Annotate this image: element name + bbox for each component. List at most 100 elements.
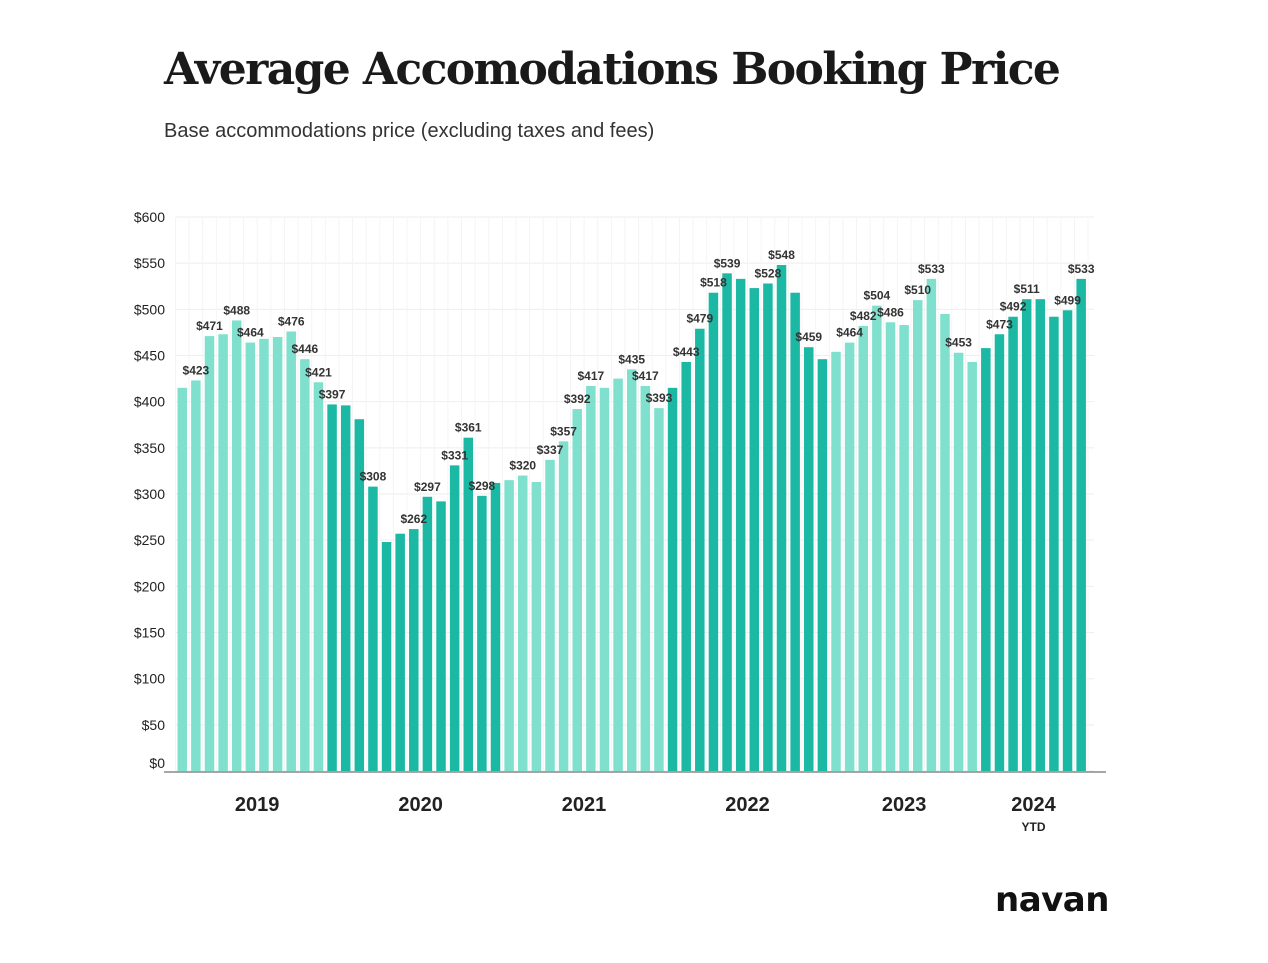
bar (1076, 278, 1086, 771)
bar (872, 305, 882, 771)
x-group-sublabel: YTD (1022, 820, 1046, 834)
bar (327, 404, 337, 771)
bar (504, 480, 514, 771)
bar (844, 342, 855, 771)
bar (245, 342, 256, 771)
bar (272, 337, 283, 771)
chart-title: Average Accomodations Booking Price (164, 44, 1061, 95)
bar (381, 542, 392, 771)
bar (436, 501, 446, 771)
y-axis: $0 $50 $100 $150 $200 $250 $300 $350 $400 $450 $50… (134, 209, 165, 771)
bar (231, 320, 242, 771)
y-tick-label: $450 (134, 348, 165, 364)
value-label: $471 (196, 319, 223, 333)
value-label: $337 (537, 443, 564, 457)
value-label: $464 (836, 326, 863, 340)
x-axis: 2019 2020 2021 2022 2023 2024 YTD (164, 771, 1106, 834)
bar (763, 283, 773, 771)
bar (831, 351, 841, 771)
value-label: $393 (646, 391, 673, 405)
bar (518, 475, 528, 771)
bar (409, 529, 419, 771)
bar (953, 352, 964, 771)
value-labels: $423 $471$488 $464 $476 $446 $421 $397 $308 $262… (183, 248, 1095, 526)
value-label: $539 (714, 256, 741, 270)
x-group-label: 2019 (235, 794, 280, 816)
value-label: $397 (319, 387, 346, 401)
bars (177, 265, 1086, 771)
value-label: $504 (864, 289, 891, 303)
bar (776, 265, 787, 771)
value-label: $510 (904, 283, 931, 297)
bar (1049, 316, 1059, 771)
bar (477, 495, 487, 771)
value-label: $533 (918, 262, 945, 276)
value-label: $417 (632, 369, 659, 383)
y-tick-label: $400 (134, 394, 165, 410)
bar (735, 278, 746, 771)
bar (572, 409, 582, 771)
bar (790, 292, 800, 771)
bar (449, 465, 460, 771)
bar (1062, 310, 1073, 771)
bar (912, 300, 923, 771)
bar (354, 419, 365, 771)
value-label: $482 (850, 309, 877, 323)
bar (558, 441, 569, 771)
bar (749, 288, 760, 771)
y-tick-label: $250 (134, 532, 165, 548)
value-label: $488 (223, 303, 250, 317)
y-tick-label: $300 (134, 486, 165, 502)
bar (667, 387, 678, 771)
value-label: $435 (618, 352, 645, 366)
bar (218, 334, 228, 771)
x-group-label: 2023 (882, 794, 927, 816)
bar (395, 533, 405, 771)
navan-logo: navan (995, 880, 1109, 920)
value-label: $392 (564, 392, 591, 406)
bar (368, 486, 378, 771)
value-label: $423 (183, 363, 210, 377)
value-label: $459 (795, 330, 822, 344)
bar (286, 331, 296, 771)
y-tick-label: $550 (134, 255, 165, 271)
y-tick-label: $200 (134, 578, 165, 594)
bar (981, 348, 991, 771)
bar (899, 325, 909, 771)
bar (586, 385, 596, 771)
value-label: $473 (986, 317, 1013, 331)
bar (177, 387, 187, 771)
value-label: $262 (400, 512, 427, 526)
value-label: $357 (550, 424, 577, 438)
y-tick-label: $600 (134, 209, 165, 225)
value-label: $499 (1054, 293, 1081, 307)
value-label: $421 (305, 365, 332, 379)
value-label: $476 (278, 314, 305, 328)
bar (708, 292, 719, 771)
x-group-label: 2020 (398, 794, 443, 816)
bar (531, 481, 542, 771)
bar (204, 336, 215, 771)
value-label: $548 (768, 248, 795, 262)
y-tick-label: $350 (134, 440, 165, 456)
bar (490, 482, 501, 771)
bar (259, 338, 269, 771)
bar (626, 369, 637, 771)
bar (681, 361, 691, 771)
y-tick-label: $0 (149, 755, 165, 771)
bar (1021, 299, 1032, 771)
value-label: $361 (455, 421, 482, 435)
bar (654, 408, 664, 771)
value-label: $446 (291, 342, 318, 356)
value-label: $511 (1014, 282, 1040, 296)
bar (191, 380, 201, 771)
x-group-label: 2021 (562, 794, 607, 816)
value-label: $453 (945, 336, 972, 350)
bar (994, 334, 1005, 771)
bar (545, 459, 555, 771)
bar (640, 385, 651, 771)
bar (804, 347, 814, 771)
bar (926, 278, 937, 771)
y-tick-label: $50 (142, 717, 166, 733)
